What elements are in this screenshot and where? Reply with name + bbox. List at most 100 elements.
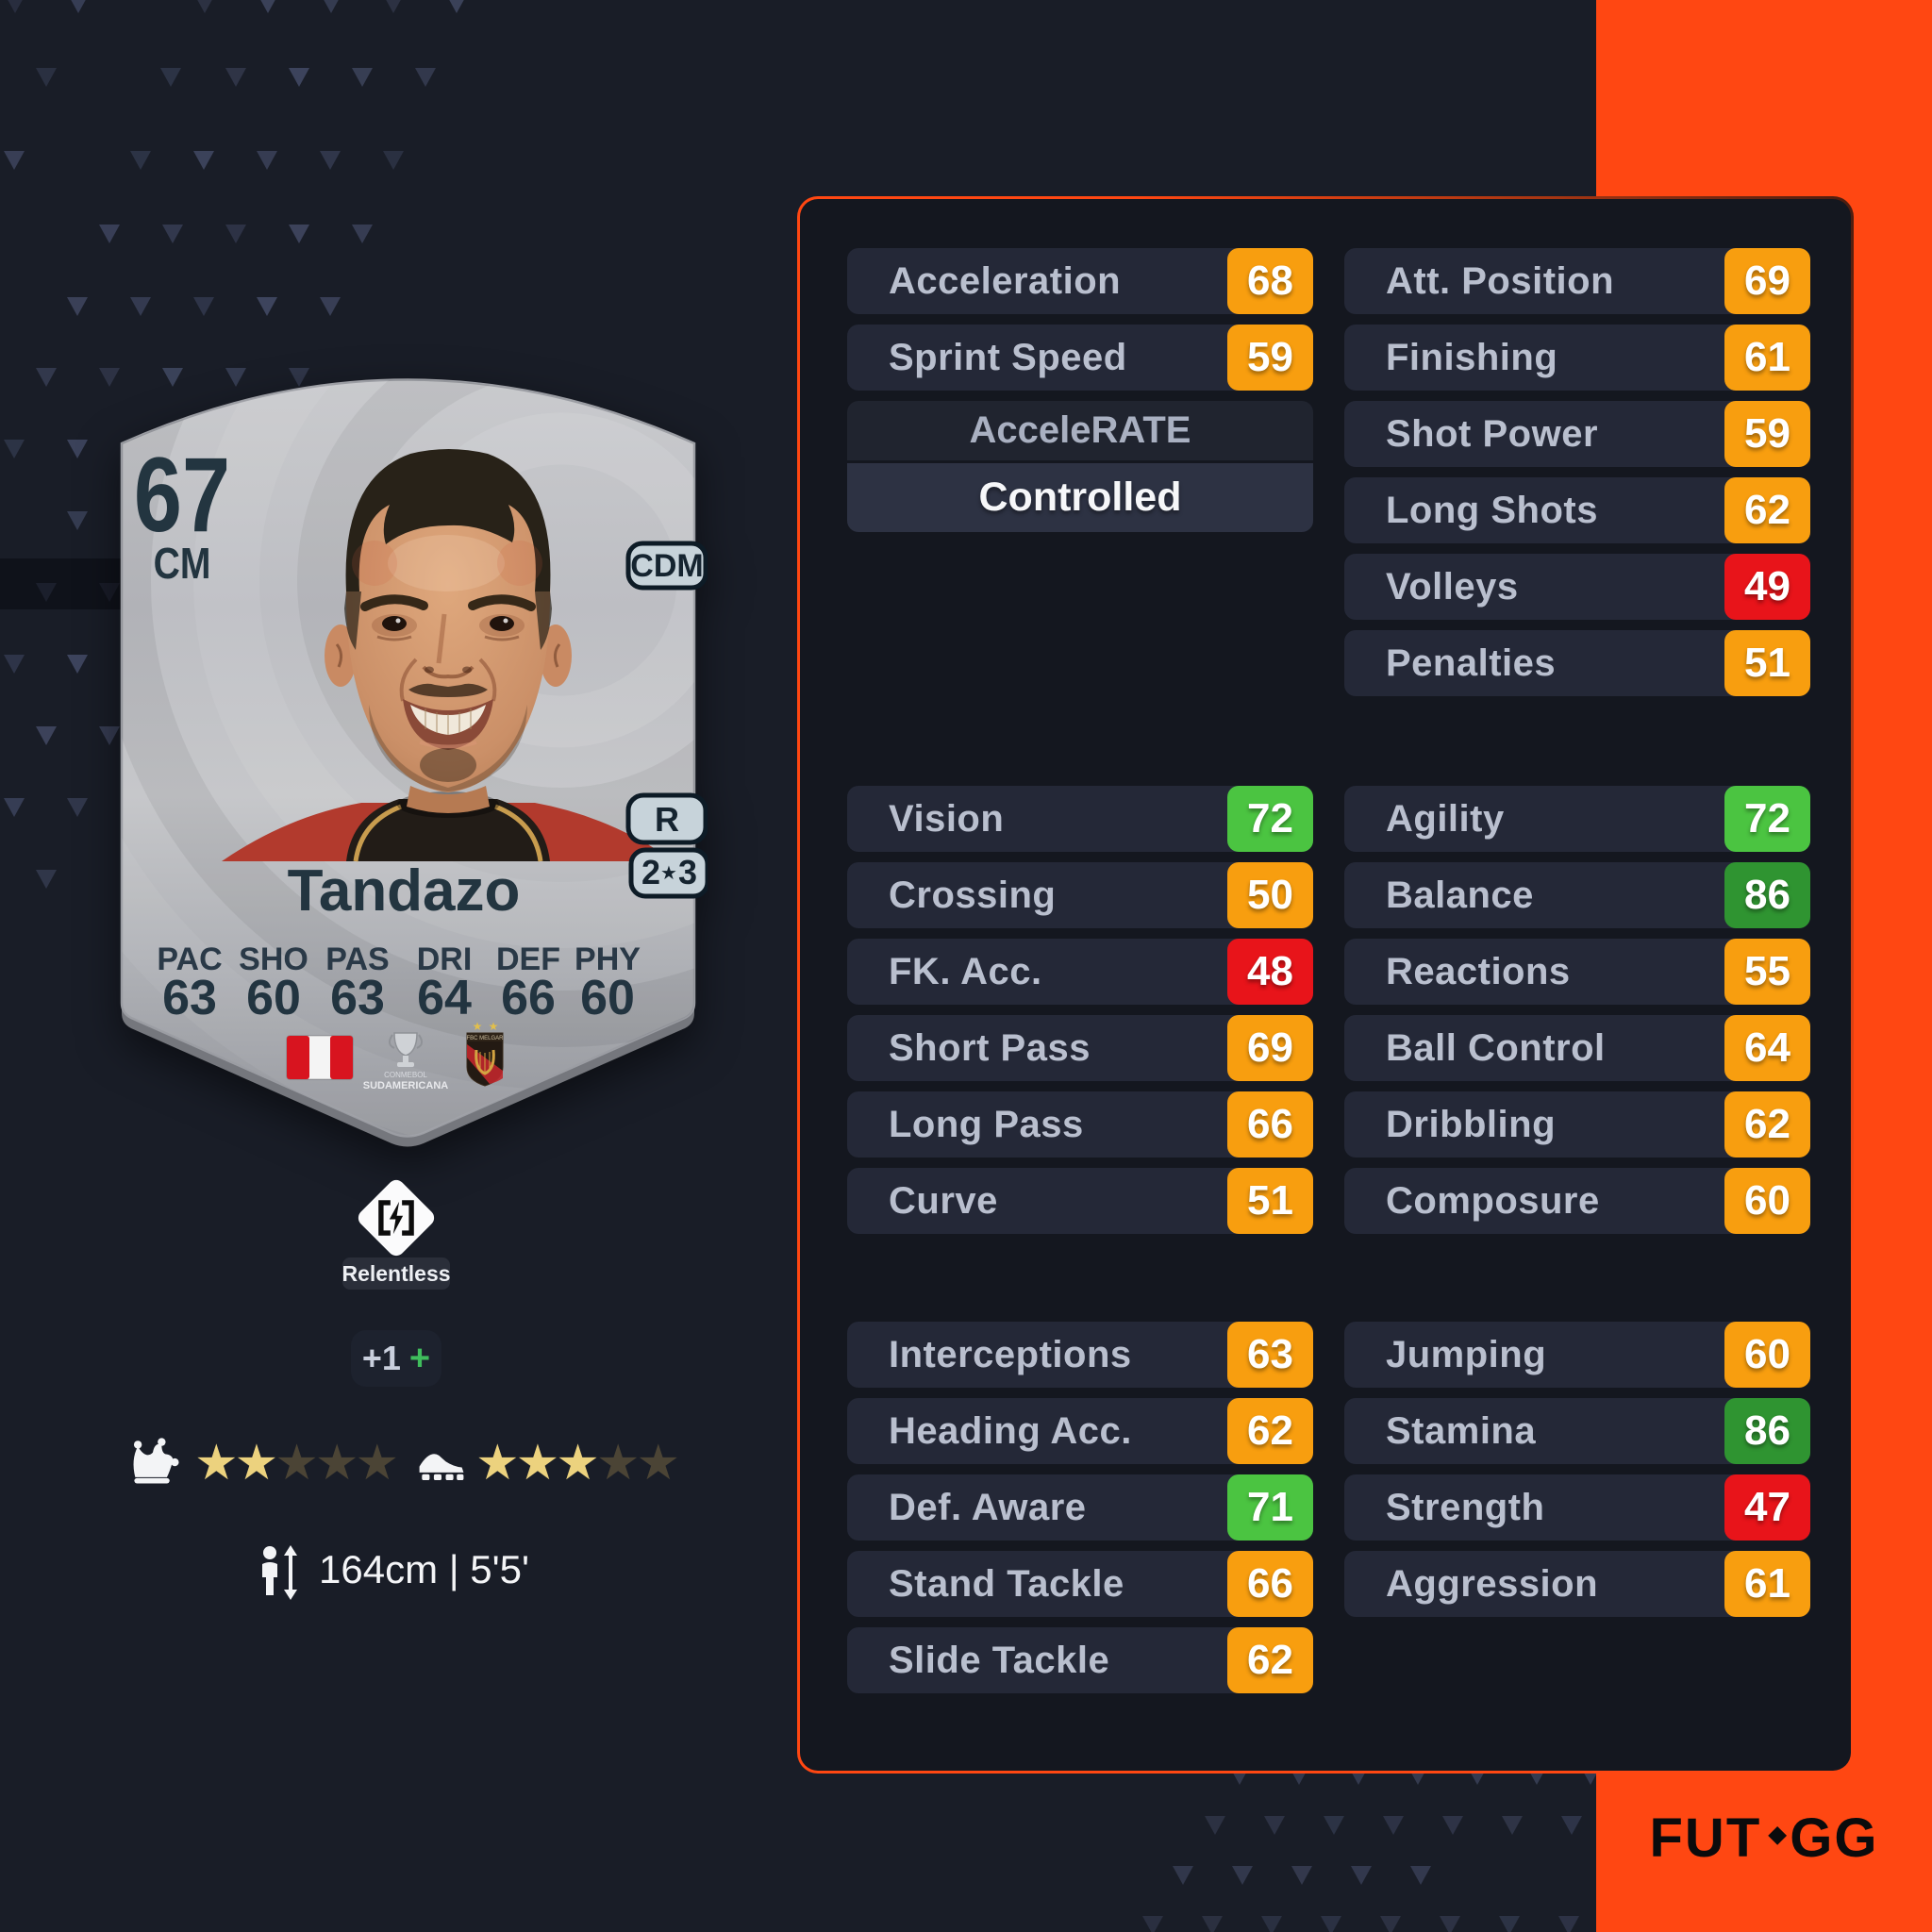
triangle-icon: [4, 655, 25, 674]
svg-text:★: ★: [489, 1020, 499, 1033]
triangle-icon: [1291, 1866, 1312, 1885]
boost-value: +1: [361, 1339, 401, 1377]
weak-foot-icon: [419, 1454, 464, 1480]
triangle-icon: [67, 511, 88, 530]
triangle-icon: [4, 151, 25, 170]
triangle-icon: [1499, 1916, 1520, 1932]
stat-value: 60: [1724, 1168, 1810, 1234]
stat-label: Interceptions: [889, 1333, 1132, 1375]
stat-label: Reactions: [1386, 950, 1571, 992]
star-icon: ★: [314, 1435, 359, 1491]
stat-row: Att. Position 69: [1344, 248, 1810, 314]
stat-value: 59: [1227, 325, 1313, 391]
league-text-line2: SUDAMERICANA: [363, 1080, 449, 1091]
stat-row: Reactions 55: [1344, 939, 1810, 1005]
stat-row: Slide Tackle 62: [847, 1627, 1313, 1693]
triangle-icon: [1264, 1816, 1285, 1835]
star-icon: ★: [595, 1435, 641, 1491]
stat-value: 63: [1227, 1322, 1313, 1388]
triangle-icon: [194, 0, 215, 13]
triangle-icon: [289, 68, 309, 87]
stat-row: Volleys 49: [1344, 554, 1810, 620]
face-stat-value: 64: [417, 971, 472, 1025]
stat-label: Def. Aware: [889, 1486, 1087, 1528]
stat-row: Agility 72: [1344, 786, 1810, 852]
triangle-icon: [257, 151, 277, 170]
accelerate-block: AcceleRATE Controlled: [847, 401, 1313, 532]
height-icon: [262, 1545, 297, 1600]
triangle-icon: [67, 297, 88, 316]
face-stat-value: 60: [580, 971, 635, 1025]
triangle-icon: [36, 870, 57, 889]
stat-row: Heading Acc. 62: [847, 1398, 1313, 1464]
triangle-icon: [225, 368, 246, 387]
triangle-icon: [1321, 1916, 1341, 1932]
triangle-icon: [68, 0, 89, 13]
stat-value: 48: [1227, 939, 1313, 1005]
triangle-icon: [5, 0, 25, 13]
stat-label: Strength: [1386, 1486, 1545, 1528]
triangle-icon: [67, 655, 88, 674]
triangle-icon: [1232, 1866, 1253, 1885]
triangle-icon: [36, 368, 57, 387]
stat-row: Ball Control 64: [1344, 1015, 1810, 1081]
face-stat-label: PAS: [325, 941, 389, 977]
face-stat-value: 66: [501, 971, 556, 1025]
stat-label: Agility: [1386, 797, 1505, 840]
triangle-icon: [193, 151, 214, 170]
skill-badge-left: 2: [641, 853, 660, 891]
triangle-icon: [446, 0, 467, 13]
preferred-foot-text: R: [655, 800, 679, 839]
skill-moves-stars: ★ ★ ★ ★ ★: [194, 1435, 399, 1491]
triangle-icon: [352, 225, 373, 243]
stat-row: Jumping 60: [1344, 1322, 1810, 1388]
stat-value: 50: [1227, 862, 1313, 928]
triangle-icon: [1561, 1816, 1582, 1835]
plus-icon: +: [408, 1338, 431, 1378]
stat-value: 47: [1724, 1474, 1810, 1541]
stat-value: 71: [1227, 1474, 1313, 1541]
stat-value: 62: [1227, 1627, 1313, 1693]
skill-moves-icon: [133, 1438, 179, 1484]
stat-label: Curve: [889, 1179, 998, 1222]
face-stat-label: DRI: [417, 941, 473, 977]
triangle-icon: [1173, 1866, 1193, 1885]
triangle-icon: [160, 68, 181, 87]
stat-row: Acceleration 68: [847, 248, 1313, 314]
triangle-icon: [193, 297, 214, 316]
stat-row: Crossing 50: [847, 862, 1313, 928]
stat-row: Shot Power 59: [1344, 401, 1810, 467]
triangle-icon: [1261, 1916, 1282, 1932]
triangle-icon: [320, 151, 341, 170]
stat-label: FK. Acc.: [889, 950, 1042, 992]
triangle-icon: [162, 225, 183, 243]
card-face-stats: PAC SHO PAS DRI DEF PHY 63 60 63 64 66 6…: [157, 941, 641, 1025]
triangle-icon: [1502, 1816, 1523, 1835]
triangle-icon: [130, 297, 151, 316]
dribbling-column: Agility 72 Balance 86 Reactions 55 Ball Contro…: [1344, 786, 1810, 1244]
triangle-icon: [258, 0, 278, 13]
league-text-line1: CONMEBOL: [384, 1071, 427, 1079]
stat-value: 72: [1724, 786, 1810, 852]
league-logo-sudamericana: CONMEBOL SUDAMERICANA: [363, 1032, 449, 1091]
stat-label: Composure: [1386, 1179, 1600, 1222]
triangle-icon: [1142, 1916, 1163, 1932]
player-photo: [222, 449, 675, 862]
stat-row: Balance 86: [1344, 862, 1810, 928]
triangle-icon: [383, 151, 404, 170]
shooting-column: Att. Position 69 Finishing 61 Shot Power 59 Lo…: [1344, 248, 1810, 707]
playstyle-label: Relentless: [341, 1257, 451, 1290]
pace-column: Acceleration 68 Sprint Speed 59 AcceleRATE …: [847, 248, 1313, 532]
svg-text:★: ★: [473, 1020, 483, 1033]
stats-panel: Acceleration 68 Sprint Speed 59 AcceleRATE …: [797, 196, 1854, 1774]
stat-label: Balance: [1386, 874, 1534, 916]
stat-row: Dribbling 62: [1344, 1091, 1810, 1158]
stat-value: 64: [1724, 1015, 1810, 1081]
stat-label: Jumping: [1386, 1333, 1547, 1375]
triangle-icon: [99, 368, 120, 387]
accelerate-label: AcceleRATE: [847, 401, 1313, 460]
stat-value: 62: [1724, 1091, 1810, 1158]
triangle-icon: [130, 151, 151, 170]
stat-row: Vision 72: [847, 786, 1313, 852]
